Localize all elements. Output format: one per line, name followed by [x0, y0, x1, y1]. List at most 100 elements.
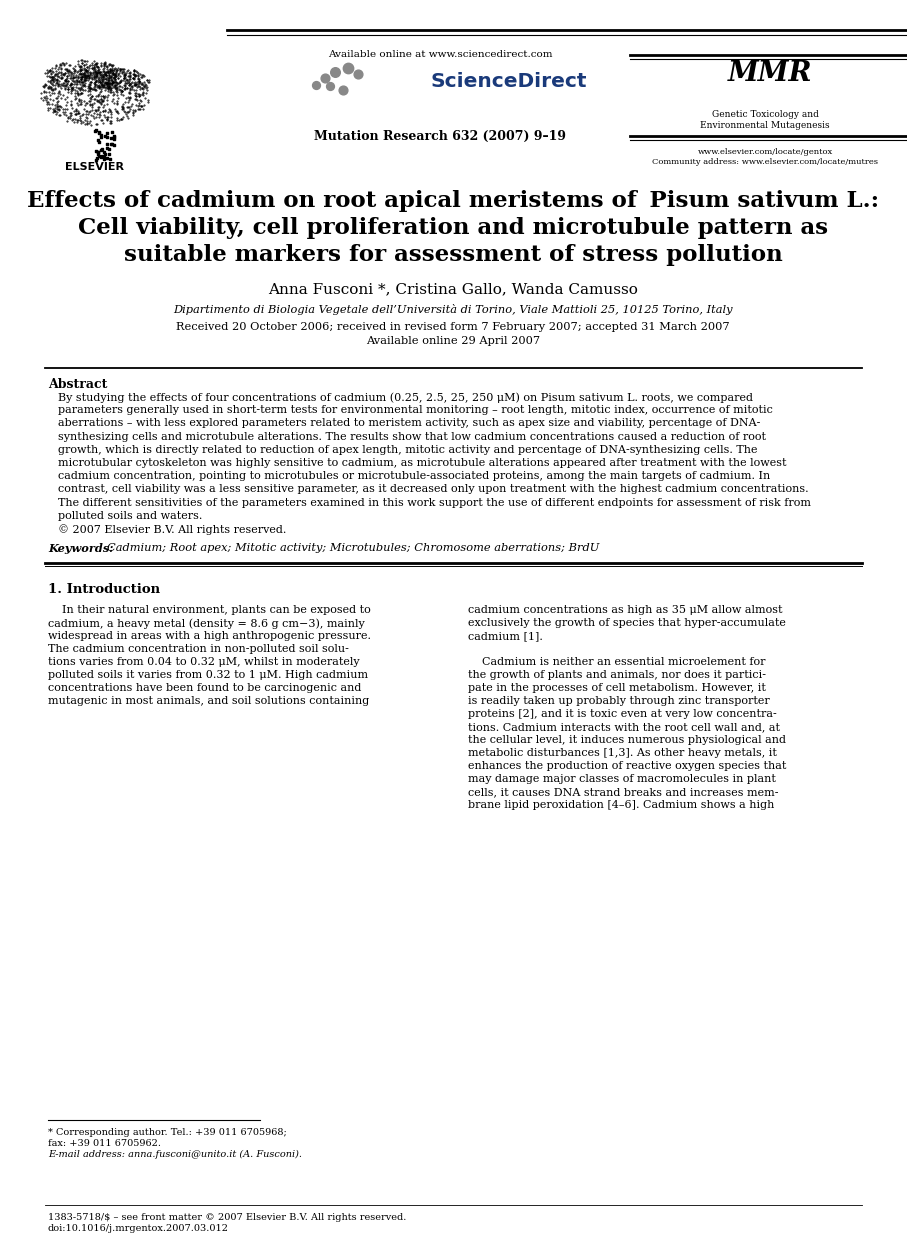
Point — [57, 56, 72, 75]
Point — [82, 58, 96, 78]
Point — [68, 62, 83, 82]
Point — [97, 105, 112, 125]
Point — [77, 73, 92, 93]
Point — [127, 69, 141, 89]
Point — [71, 68, 85, 88]
Point — [51, 75, 65, 95]
Point — [100, 73, 114, 93]
Point — [58, 75, 73, 95]
Point — [99, 74, 113, 94]
Point — [75, 66, 90, 85]
Point — [132, 77, 146, 96]
Point — [74, 72, 89, 92]
Point — [103, 104, 118, 124]
Point — [103, 83, 118, 103]
Point — [117, 92, 132, 111]
Point — [68, 66, 83, 85]
Point — [101, 71, 115, 90]
Point — [323, 77, 337, 96]
Point — [103, 63, 118, 83]
Point — [37, 77, 52, 96]
Point — [83, 82, 97, 101]
Point — [93, 89, 108, 109]
Point — [55, 73, 70, 93]
Point — [68, 67, 83, 87]
Point — [114, 109, 129, 129]
Point — [76, 64, 91, 84]
Point — [82, 85, 96, 105]
Point — [115, 96, 130, 116]
Point — [128, 87, 142, 106]
Point — [133, 78, 148, 98]
Point — [108, 67, 122, 87]
Point — [126, 103, 141, 122]
Point — [102, 68, 116, 88]
Point — [127, 64, 141, 84]
Point — [51, 90, 65, 110]
Point — [60, 111, 74, 131]
Point — [49, 105, 63, 125]
Point — [55, 53, 70, 73]
Point — [97, 67, 112, 87]
Point — [88, 89, 102, 109]
Text: 1. Introduction: 1. Introduction — [48, 583, 161, 596]
Point — [70, 74, 84, 94]
Point — [95, 140, 110, 160]
Point — [68, 83, 83, 103]
Point — [89, 57, 103, 77]
Point — [69, 104, 83, 124]
Point — [41, 77, 55, 96]
Point — [336, 80, 350, 100]
Point — [91, 130, 105, 150]
Point — [44, 77, 58, 96]
Point — [108, 77, 122, 96]
Point — [96, 66, 111, 85]
Point — [107, 75, 122, 95]
Point — [106, 72, 121, 92]
Point — [82, 114, 96, 134]
Point — [63, 77, 78, 96]
Point — [79, 62, 93, 82]
Point — [102, 77, 116, 96]
Point — [101, 78, 115, 98]
Point — [104, 56, 119, 75]
Point — [102, 100, 117, 120]
Point — [89, 120, 103, 140]
Point — [74, 67, 89, 87]
Point — [123, 73, 138, 93]
Point — [48, 73, 63, 93]
Point — [122, 74, 137, 94]
Point — [91, 99, 105, 119]
Point — [99, 62, 113, 82]
Point — [90, 62, 104, 82]
Point — [91, 100, 105, 120]
Point — [63, 79, 78, 99]
Text: * Corresponding author. Tel.: +39 011 6705968;: * Corresponding author. Tel.: +39 011 67… — [48, 1128, 287, 1137]
Point — [93, 64, 107, 84]
Point — [64, 74, 79, 94]
Point — [80, 62, 94, 82]
Point — [92, 124, 106, 143]
Point — [112, 61, 127, 80]
Point — [63, 105, 78, 125]
Point — [107, 72, 122, 92]
Point — [71, 66, 85, 85]
Point — [83, 88, 97, 108]
Point — [102, 100, 117, 120]
Point — [73, 94, 88, 114]
Point — [73, 69, 88, 89]
Point — [60, 74, 74, 94]
Point — [89, 67, 103, 87]
Text: polluted soils and waters.: polluted soils and waters. — [58, 511, 202, 521]
Point — [52, 105, 66, 125]
Point — [110, 101, 124, 121]
Point — [43, 98, 57, 118]
Point — [86, 61, 101, 80]
Point — [129, 89, 143, 109]
Point — [141, 73, 155, 93]
Point — [44, 78, 58, 98]
Point — [73, 79, 87, 99]
Point — [94, 64, 109, 84]
Point — [49, 56, 63, 75]
Point — [117, 101, 132, 121]
